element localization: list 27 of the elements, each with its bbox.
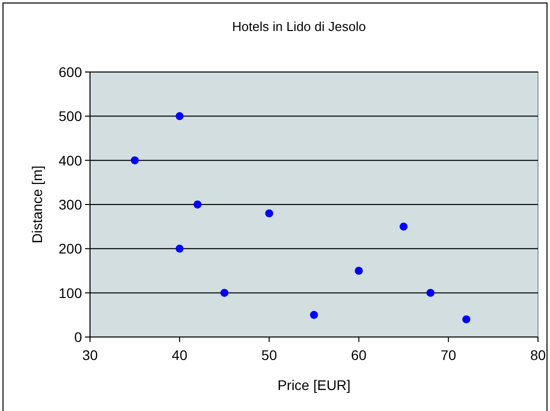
point (462, 315, 470, 324)
x-tick-label: 30 (82, 347, 98, 363)
point (265, 209, 274, 218)
x-tick-label: 50 (261, 347, 278, 363)
point (426, 288, 434, 297)
point (176, 244, 184, 253)
x-axis-title: Price [EUR] (277, 377, 351, 393)
y-axis-title: Distance [m] (29, 166, 45, 244)
y-tick-label: 500 (58, 108, 82, 124)
y-tick-label: 100 (58, 284, 82, 301)
point (310, 310, 318, 319)
point (176, 112, 184, 120)
point (400, 222, 408, 231)
point (130, 156, 139, 164)
y-tick-label: 600 (58, 64, 82, 80)
y-tick-label: 0 (74, 329, 82, 345)
y-tick-label: 400 (58, 152, 82, 168)
point (354, 266, 363, 275)
x-tick-label: 40 (172, 347, 188, 363)
y-tick-label: 200 (58, 240, 82, 257)
point (194, 200, 202, 208)
x-tick-label: 80 (530, 347, 546, 363)
y-tick-label: 300 (58, 196, 82, 212)
point (220, 288, 228, 297)
chart-title: Hotels in Lido di Jesolo (232, 19, 366, 34)
x-tick-label: 70 (440, 347, 456, 363)
x-tick-label: 60 (351, 347, 367, 363)
